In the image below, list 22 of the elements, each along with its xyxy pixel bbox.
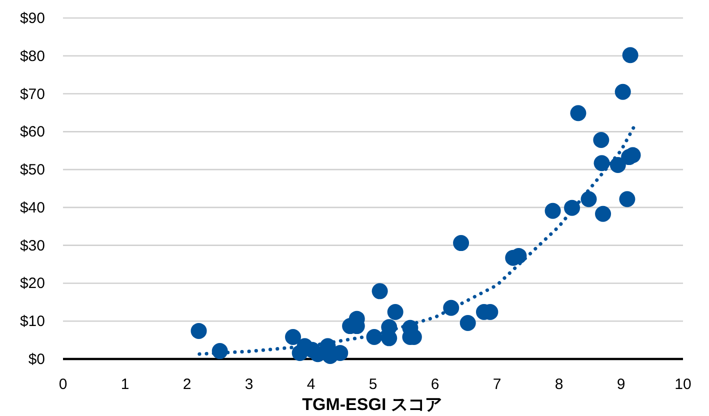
x-axis-title: TGM-ESGI スコア (302, 395, 442, 414)
y-tick-label: $90 (20, 10, 45, 27)
x-tick-label: 3 (244, 376, 254, 393)
x-tick-label: 9 (616, 376, 626, 393)
x-tick-label: 10 (674, 376, 692, 393)
x-tick-label: 6 (430, 376, 440, 393)
x-tick-label: 8 (554, 376, 564, 393)
x-tick-label: 1 (120, 376, 130, 393)
y-tick-label: $80 (20, 48, 45, 65)
y-tick-label: $60 (20, 124, 45, 141)
x-tick-label: 4 (306, 376, 316, 393)
x-tick-label: 5 (368, 376, 378, 393)
y-tick-label: $70 (20, 86, 45, 103)
x-tick-label: 7 (492, 376, 502, 393)
y-tick-label: $50 (20, 162, 45, 179)
y-tick-label: $10 (20, 313, 45, 330)
y-tick-label: $40 (20, 199, 45, 216)
y-tick-label: $0 (28, 351, 45, 368)
x-tick-label: 2 (182, 376, 192, 393)
y-tick-label: $20 (20, 275, 45, 292)
y-tick-label: $30 (20, 237, 45, 254)
x-tick-label: 0 (58, 376, 68, 393)
